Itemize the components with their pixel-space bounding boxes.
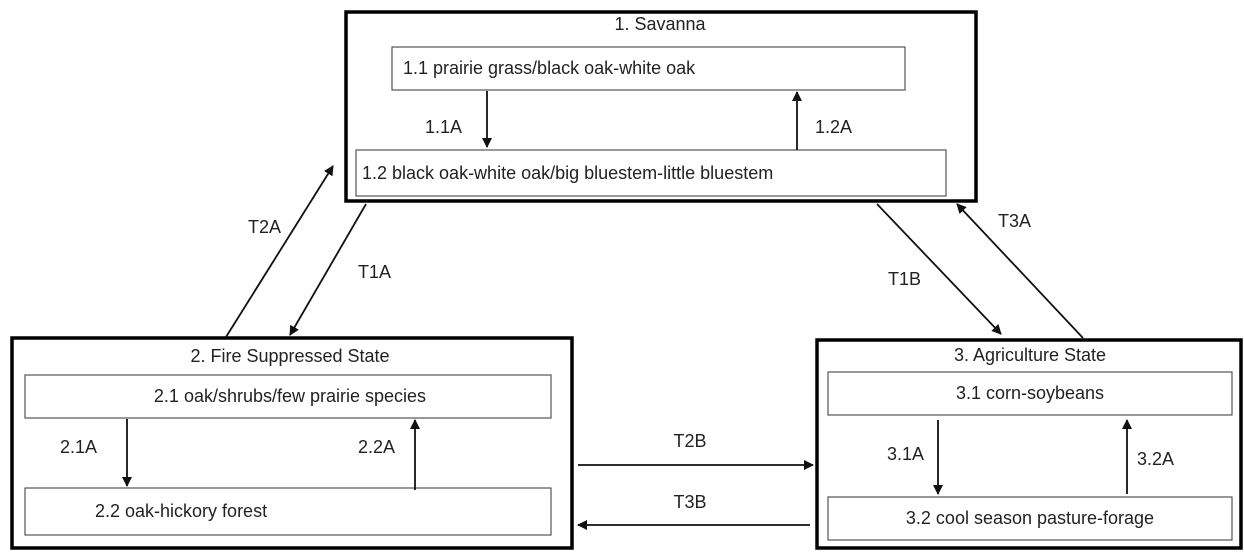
pathway-label: 1.2A [815,117,852,137]
transition-label: T2B [673,431,706,451]
community-box [827,496,1233,541]
community-label: 3.2 cool season pasture-forage [906,508,1154,528]
transition-label: T1B [888,269,921,289]
pathway-label: 2.1A [60,437,97,457]
transition-arrow [289,203,367,336]
transition-label: T3B [673,492,706,512]
pathway-label: 3.2A [1137,449,1174,469]
state-box [815,338,1243,550]
community-label: 2.1 oak/shrubs/few prairie species [154,386,426,406]
state-box [344,10,978,203]
state-box [10,336,574,550]
community-box [827,371,1233,416]
transition-arrow [876,203,1002,335]
community-label: 1.1 prairie grass/black oak-white oak [403,58,696,78]
pathway-label: 2.2A [358,437,395,457]
transition-label: T2A [248,217,281,237]
transition-label: T3A [998,211,1031,231]
community-box [24,487,552,536]
transition-arrow [956,203,1084,339]
state-title: 2. Fire Suppressed State [190,346,389,366]
transition-arrow [225,165,334,338]
community-label: 2.2 oak-hickory forest [95,501,267,521]
community-box [355,149,947,197]
state-title: 3. Agriculture State [954,345,1106,365]
community-box [24,374,552,419]
pathway-label: 1.1A [425,117,462,137]
state-title: 1. Savanna [614,14,706,34]
community-box [391,46,906,91]
community-label: 3.1 corn-soybeans [956,383,1104,403]
pathway-label: 3.1A [887,444,924,464]
community-label: 1.2 black oak-white oak/big bluestem-lit… [362,163,773,183]
transition-label: T1A [358,262,391,282]
